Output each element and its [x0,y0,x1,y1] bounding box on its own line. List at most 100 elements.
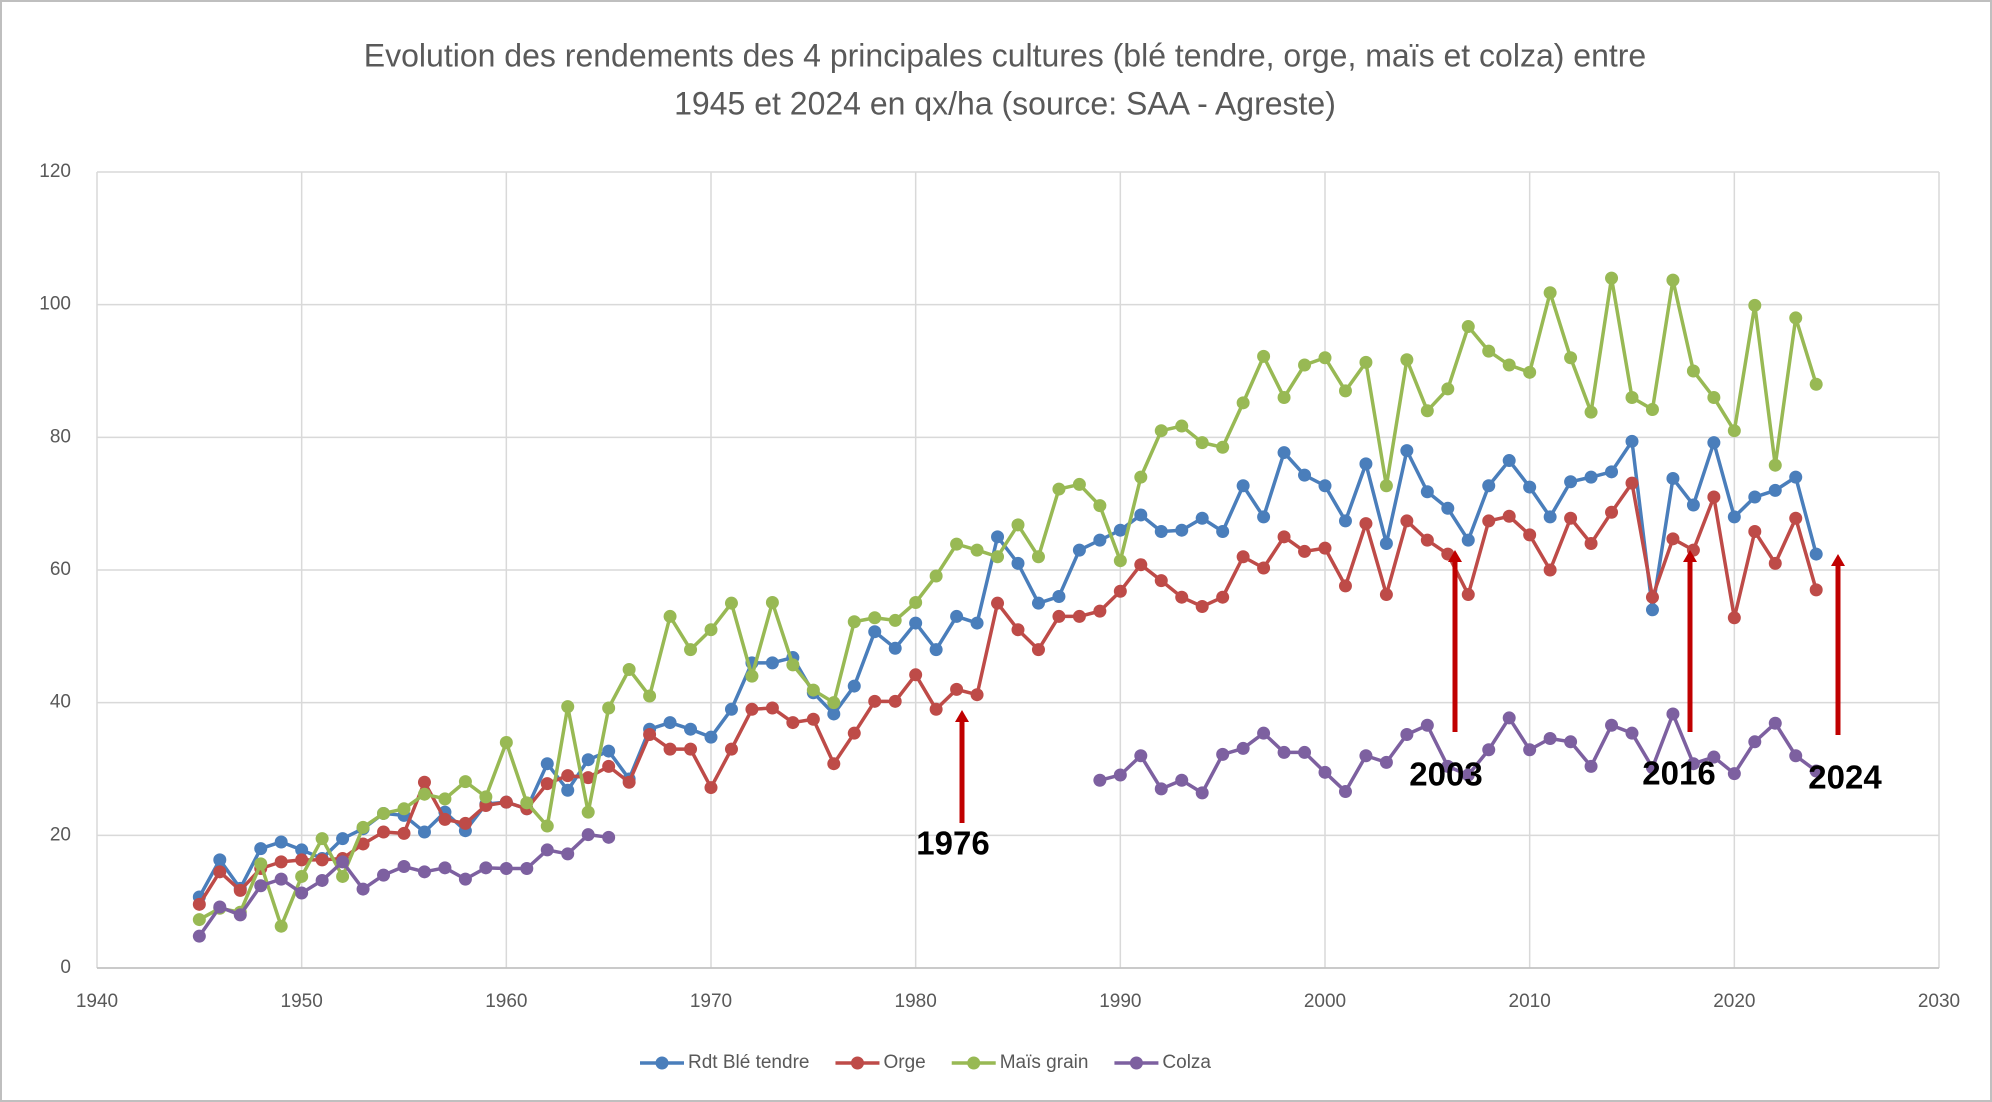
data-point [1564,511,1578,525]
data-point [1011,518,1025,532]
data-point [397,802,411,816]
data-point [1195,436,1209,450]
data-point [1727,611,1741,625]
arrow-head [1448,550,1462,562]
data-point [847,615,861,629]
legend-label: Rdt Blé tendre [688,1052,809,1073]
data-point [520,862,534,875]
data-point [561,783,575,797]
data-point [438,812,452,826]
data-point [274,835,288,849]
data-point [1625,391,1639,405]
data-point [929,643,943,657]
data-point [581,771,595,785]
data-point [1359,457,1373,471]
data-point [1625,476,1639,490]
data-point [1093,604,1107,618]
data-point [765,596,779,610]
data-point [1461,533,1475,547]
data-point [213,853,227,867]
data-point [192,897,206,911]
data-point [1113,768,1127,782]
annotation: 2003 [1409,756,1482,793]
data-point [438,792,452,806]
data-point [1645,402,1659,416]
data-point [1379,755,1393,769]
data-point [1359,749,1373,763]
arrow-head [1831,554,1845,566]
data-point [1400,353,1414,367]
data-point [1543,286,1557,300]
data-point [1605,271,1619,285]
data-point [499,735,513,749]
data-point [1052,609,1066,623]
legend-label: Orge [883,1052,925,1073]
data-point [1420,533,1434,547]
data-point [1031,550,1045,564]
data-point [1236,479,1250,493]
data-point [274,855,288,869]
data-point [1789,311,1803,325]
data-point [888,694,902,708]
data-point [1564,475,1578,489]
arrow-head [955,710,969,722]
data-point [1298,468,1312,482]
data-point [1175,590,1189,604]
data-point [233,883,247,897]
chart-title: Evolution des rendements des 4 principal… [364,37,1646,73]
data-point [213,900,227,914]
data-point [1420,718,1434,732]
data-point [1768,458,1782,472]
data-point [704,623,718,637]
data-point [1318,351,1332,365]
data-point [1277,446,1291,460]
data-point [1666,471,1680,485]
data-point [254,842,268,856]
data-point [499,795,513,809]
data-point [1686,757,1700,771]
x-tick-label: 1970 [690,991,732,1012]
data-point [1338,384,1352,398]
data-point [1257,510,1271,524]
legend-marker [967,1056,981,1070]
data-point [1809,583,1823,597]
data-point [1134,749,1148,763]
y-tick-label: 80 [50,426,71,447]
data-point [315,873,329,887]
data-point [888,613,902,627]
data-point [1625,726,1639,740]
x-tick-label: 1990 [1099,991,1141,1012]
data-point [1113,523,1127,537]
data-point [1768,483,1782,497]
data-point [1727,767,1741,781]
data-point [1768,556,1782,570]
x-tick-label: 2000 [1304,991,1346,1012]
data-point [1093,773,1107,787]
data-point [254,879,268,893]
data-point [1482,344,1496,358]
data-point [1236,550,1250,564]
data-point [909,616,923,630]
data-point [1154,525,1168,539]
data-point [1338,514,1352,528]
data-point [1625,434,1639,448]
data-point [1482,743,1496,757]
data-point [1748,525,1762,539]
data-point [929,569,943,583]
data-point [1666,707,1680,721]
data-point [745,669,759,683]
data-point [806,683,820,697]
data-point [909,596,923,610]
data-point [1502,509,1516,523]
data-point [827,696,841,710]
y-tick-label: 100 [39,294,71,315]
data-point [1441,382,1455,396]
data-point [1502,358,1516,372]
chart-title: 1945 et 2024 en qx/ha (source: SAA - Agr… [674,85,1336,121]
data-point [663,609,677,623]
data-point [602,759,616,773]
data-point [581,828,595,842]
data-point [1707,391,1721,405]
data-point [786,716,800,730]
